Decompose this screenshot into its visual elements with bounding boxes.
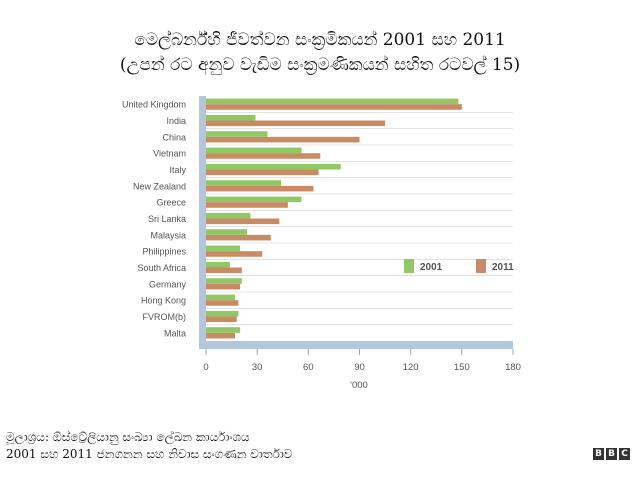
bar-2011	[206, 267, 242, 274]
census-note: 2001 සහ 2011 ජනගනන සහ නිවාස සංගණන වාර්තා…	[6, 447, 293, 461]
bar-2011	[206, 136, 360, 143]
logo-letter: B	[593, 448, 604, 460]
bar-2011	[206, 104, 462, 110]
bar-2001	[206, 163, 341, 170]
category-label: Philippines	[142, 247, 186, 257]
legend-label-2011: 2011	[492, 262, 514, 273]
y-axis-strip	[199, 96, 206, 341]
bar-2001	[206, 261, 230, 268]
bar-2011	[206, 332, 235, 339]
chart-title: මෙල්බර්න්හි ජීවත්වන සංක්‍රමිකයන් 2001 සහ…	[134, 30, 506, 50]
bar-2001	[206, 212, 251, 219]
category-label: Hong Kong	[141, 296, 186, 306]
x-tick-label: 90	[354, 362, 365, 373]
legend-label-2001: 2001	[420, 262, 443, 273]
legend-swatch-2011	[476, 259, 486, 273]
bar-2001	[206, 180, 282, 186]
bar-2001	[206, 327, 241, 333]
category-label: FVROM(b)	[143, 312, 187, 322]
category-label: Vietnam	[153, 149, 186, 159]
category-label: Italy	[169, 165, 186, 175]
bar-2011	[206, 120, 386, 127]
x-axis-label: '000	[350, 380, 368, 391]
bar-2011	[206, 153, 321, 159]
bar-2001	[206, 245, 241, 252]
category-label: Malaysia	[150, 230, 186, 240]
bar-2001	[206, 98, 459, 105]
bar-2001	[206, 310, 239, 317]
source-note: මූලාශ්‍රය: ඕස්ට්‍රේලියානු සංඛ්‍යා ලේඛන ක…	[6, 430, 250, 444]
bar-2011	[206, 234, 271, 241]
bar-2001	[206, 147, 302, 154]
bar-2001	[206, 278, 242, 284]
logo-letter: C	[619, 448, 630, 460]
category-label: India	[166, 116, 186, 126]
category-label: China	[162, 132, 186, 142]
x-tick-label: 180	[505, 362, 521, 373]
category-label: Greece	[156, 198, 186, 208]
category-label: Malta	[164, 328, 186, 338]
category-label: United Kingdom	[122, 100, 186, 110]
category-label: South Africa	[137, 263, 186, 273]
bar-2001	[206, 196, 302, 203]
bar-2001	[206, 294, 235, 301]
bar-2011	[206, 251, 263, 257]
x-tick-label: 0	[203, 362, 208, 373]
bar-2001	[206, 229, 247, 235]
x-tick-label: 30	[252, 362, 263, 373]
bar-2011	[206, 283, 241, 290]
legend-swatch-2001	[404, 259, 414, 273]
logo-letter: B	[606, 448, 617, 460]
bar-2001	[206, 131, 268, 137]
bar-2011	[206, 218, 280, 225]
bar-2001	[206, 114, 256, 121]
x-tick-label: 120	[403, 362, 419, 373]
x-tick-label: 150	[454, 362, 470, 373]
chart-subtitle: (උපන් රට අනුව වැඩිම සංක්‍රමණිකයන් සහිත ර…	[119, 55, 521, 75]
category-label: New Zealand	[133, 181, 186, 191]
bar-2011	[206, 169, 319, 176]
bar-2011	[206, 202, 288, 208]
bbc-logo: B B C	[593, 448, 630, 460]
bar-chart: 0 30 60 90 120 150 180 '000 United Kingdom India C…	[122, 96, 521, 391]
bar-2011	[206, 300, 239, 306]
category-label: Germany	[149, 279, 187, 289]
category-label: Sri Lanka	[148, 214, 186, 224]
bar-2011	[206, 316, 237, 323]
bar-2011	[206, 185, 314, 192]
x-axis-strip	[199, 341, 513, 349]
x-tick-label: 60	[303, 362, 314, 373]
